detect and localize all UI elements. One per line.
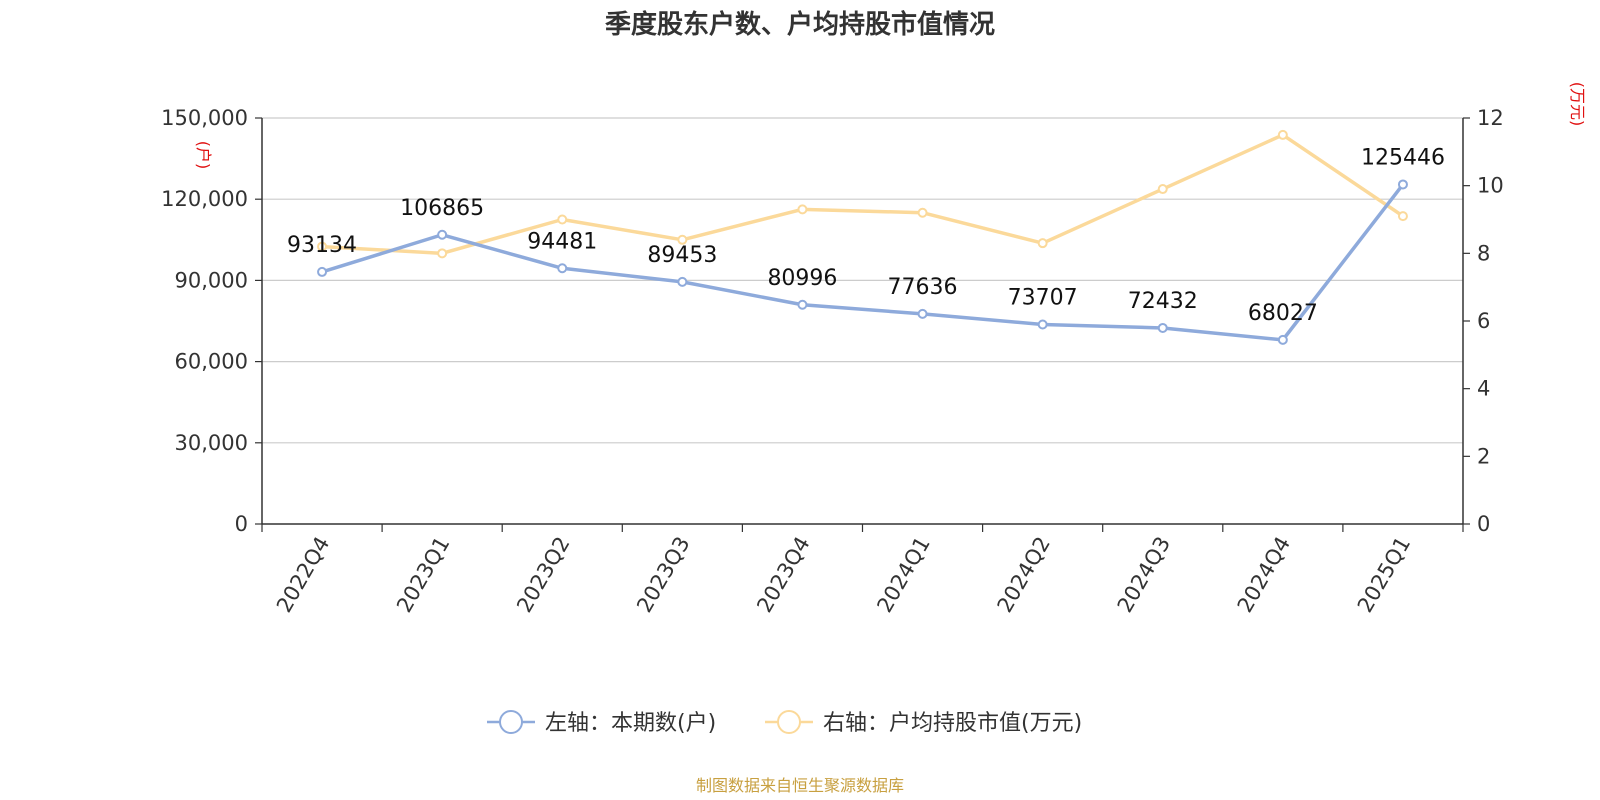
data-point bbox=[1277, 129, 1288, 140]
right-axis-tick-label: 0 bbox=[1477, 512, 1490, 536]
x-axis-tick-label: 2024Q1 bbox=[872, 533, 934, 617]
data-point bbox=[557, 214, 568, 225]
data-label: 68027 bbox=[1248, 301, 1318, 326]
series-line bbox=[321, 133, 1404, 256]
legend-label: 右轴：户均持股市值(万元) bbox=[823, 711, 1082, 736]
data-point bbox=[317, 266, 328, 277]
data-point bbox=[1157, 322, 1168, 333]
x-axis-tick-label: 2023Q3 bbox=[632, 533, 694, 617]
chart-title: 季度股东户数、户均持股市值情况 bbox=[605, 9, 995, 40]
data-point bbox=[797, 299, 808, 310]
data-label: 89453 bbox=[647, 243, 717, 268]
left-axis-tick-label: 60,000 bbox=[175, 350, 248, 374]
right-axis-tick-label: 4 bbox=[1477, 377, 1490, 401]
series-line bbox=[321, 183, 1405, 342]
data-label: 93134 bbox=[287, 233, 357, 258]
right-axis-tick-label: 8 bbox=[1477, 241, 1490, 265]
data-label: 77636 bbox=[888, 275, 958, 300]
data-point bbox=[917, 207, 928, 218]
data-labels: 93134 106865 94481 89453 80996 77636 73707 7243… bbox=[287, 145, 1445, 325]
x-axis-tick-label: 2022Q4 bbox=[272, 533, 334, 617]
data-label: 72432 bbox=[1128, 289, 1198, 314]
right-axis-tick-label: 6 bbox=[1477, 309, 1490, 333]
left-axis-unit: (户) bbox=[194, 141, 213, 170]
source-note: 制图数据来自恒生聚源数据库 bbox=[696, 776, 904, 795]
x-axis-tick-label: 2023Q4 bbox=[752, 533, 814, 617]
data-point bbox=[317, 241, 328, 252]
data-point bbox=[677, 234, 688, 245]
x-axis-tick-label: 2025Q1 bbox=[1353, 533, 1415, 617]
data-point bbox=[437, 229, 448, 240]
grid-lines bbox=[262, 117, 1463, 444]
series-layer bbox=[317, 129, 1408, 345]
data-label: 125446 bbox=[1361, 145, 1445, 170]
data-label: 80996 bbox=[767, 266, 837, 291]
data-point bbox=[1277, 334, 1288, 345]
left-axis-tick-label: 0 bbox=[235, 512, 248, 536]
x-axis-tick-label: 2024Q2 bbox=[993, 533, 1055, 617]
data-point bbox=[797, 204, 808, 215]
right-axis-tick-label: 10 bbox=[1477, 174, 1504, 198]
x-axis-tick-label: 2024Q4 bbox=[1233, 533, 1295, 617]
data-point bbox=[1397, 179, 1408, 190]
data-point bbox=[557, 263, 568, 274]
data-point bbox=[1157, 184, 1168, 195]
legend-swatch-marker bbox=[499, 710, 523, 734]
left-axis-tick-label: 90,000 bbox=[175, 268, 248, 292]
legend-label: 左轴：本期数(户) bbox=[545, 711, 716, 736]
data-point bbox=[437, 248, 448, 259]
data-point bbox=[1037, 238, 1048, 249]
right-axis-unit: (万元) bbox=[1568, 82, 1587, 127]
x-axis-tick-label: 2023Q2 bbox=[512, 533, 574, 617]
left-axis-tick-label: 120,000 bbox=[161, 187, 248, 211]
left-axis-tick-label: 150,000 bbox=[161, 106, 248, 130]
legend-swatch-marker bbox=[777, 710, 801, 734]
data-label: 73707 bbox=[1008, 285, 1078, 310]
x-axis-tick-label: 2023Q1 bbox=[392, 533, 454, 617]
data-point bbox=[917, 308, 928, 319]
right-axis-tick-label: 2 bbox=[1477, 444, 1490, 468]
data-label: 106865 bbox=[400, 196, 484, 221]
data-label: 94481 bbox=[527, 229, 597, 254]
right-axis-tick-label: 12 bbox=[1477, 106, 1504, 130]
x-axis-tick-label: 2024Q3 bbox=[1113, 533, 1175, 617]
left-axis-tick-label: 30,000 bbox=[175, 431, 248, 455]
data-point bbox=[1397, 211, 1408, 222]
legend: 左轴：本期数(户) 右轴：户均持股市值(万元) bbox=[487, 710, 1082, 736]
data-point bbox=[677, 276, 688, 287]
data-point bbox=[1037, 319, 1048, 330]
